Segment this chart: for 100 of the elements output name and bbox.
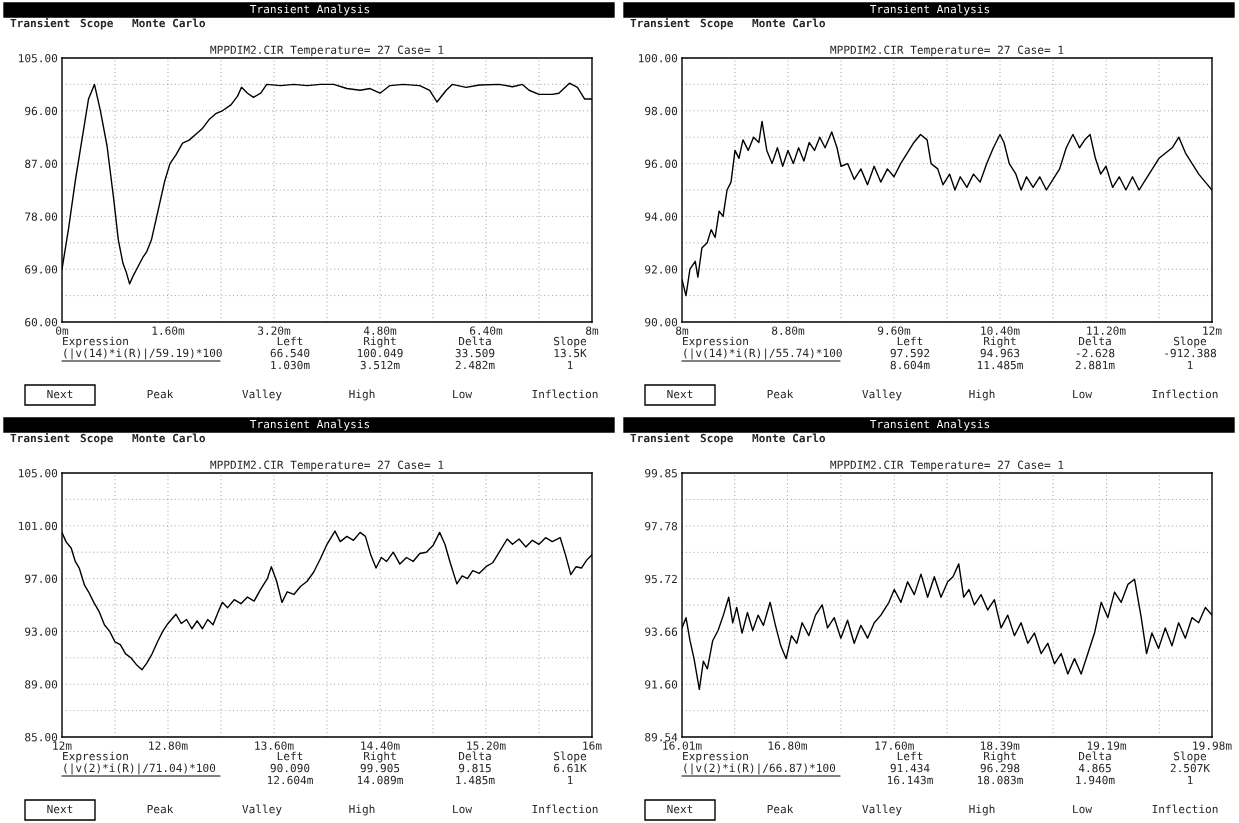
text: (|v(14)*i(R)|/55.74)*100 xyxy=(684,348,842,360)
text: Right xyxy=(364,751,396,763)
text: Transient Analysis xyxy=(870,419,990,431)
text: -2.628 xyxy=(1076,348,1115,358)
text: Left xyxy=(897,751,923,761)
y-tick-label: 85.00 xyxy=(25,733,58,742)
x-tick-label: 8m xyxy=(586,326,599,335)
y-tick-label: 97.78 xyxy=(645,522,678,531)
text: Inflection xyxy=(1152,804,1218,814)
text: Peak xyxy=(767,389,794,399)
text: 9.815 xyxy=(458,763,491,773)
chart-title: MPPDIM2.CIR Temperature= 27 Case= 1 xyxy=(830,460,1064,472)
text: Expression xyxy=(63,751,128,763)
y-tick-label: 94.00 xyxy=(645,212,678,221)
text: 1 xyxy=(1187,360,1193,370)
y-tick-label: 97.00 xyxy=(25,574,58,584)
y-tick-label: 92.00 xyxy=(645,265,678,274)
x-tick-label: 19.98m xyxy=(1193,741,1232,750)
y-tick-label: 93.66 xyxy=(645,627,678,636)
text: Transient Analysis xyxy=(250,419,370,431)
text: 33.509 xyxy=(455,348,495,358)
chart-title: MPPDIM2.CIR Temperature= 27 Case= 1 xyxy=(210,45,444,57)
text: 91.434 xyxy=(890,763,930,773)
y-tick-label: 100.00 xyxy=(639,54,678,63)
x-tick-label: 14.40m xyxy=(361,741,400,750)
text: 1.030m xyxy=(271,360,310,370)
text: Valley xyxy=(242,804,282,816)
y-tick-label: 95.72 xyxy=(645,574,677,584)
text: Next xyxy=(667,804,693,814)
text: Left xyxy=(277,336,303,346)
text: 2.507K xyxy=(1170,763,1211,773)
text: Peak xyxy=(147,389,174,399)
text: Expression xyxy=(63,336,128,348)
text: 4.865 xyxy=(1078,763,1111,773)
y-tick-label: 98.00 xyxy=(645,106,678,116)
text: Peak xyxy=(767,804,794,814)
x-tick-label: 16.80m xyxy=(768,741,807,750)
text: 97.592 xyxy=(890,348,930,358)
text: Transient xyxy=(630,433,690,443)
text: 18.083m xyxy=(977,775,1023,785)
text: Delta xyxy=(459,336,491,346)
text: 14.089m xyxy=(357,775,403,785)
x-tick-label: 11.20m xyxy=(1087,326,1126,335)
x-tick-label: 6.40m xyxy=(470,326,503,335)
text: Delta xyxy=(459,751,491,761)
text: Transient Analysis xyxy=(250,4,370,16)
text: Left xyxy=(277,751,303,761)
text: 90.090 xyxy=(270,763,310,773)
text: Valley xyxy=(242,389,282,401)
text: Low xyxy=(453,804,473,814)
x-tick-label: 15.20m xyxy=(467,741,506,750)
text: Scope xyxy=(700,18,733,30)
y-tick-label: 96.00 xyxy=(645,159,678,169)
x-tick-label: 19.19m xyxy=(1087,741,1127,750)
text: Low xyxy=(1073,389,1093,399)
text: Monte Carlo xyxy=(752,433,826,443)
text: 1 xyxy=(567,775,573,785)
text: Right xyxy=(984,336,1016,348)
x-tick-label: 16.01m xyxy=(663,741,702,750)
text: 1 xyxy=(567,360,573,370)
text: Scope xyxy=(80,433,113,445)
text: Next xyxy=(47,389,73,399)
y-tick-label: 91.60 xyxy=(645,680,678,689)
x-tick-label: 16m xyxy=(583,741,602,750)
text: Low xyxy=(1073,804,1093,814)
text: 8.604m xyxy=(890,360,930,370)
text: Valley xyxy=(862,389,902,401)
x-tick-label: 0m xyxy=(56,326,69,335)
text: Slope xyxy=(1174,336,1207,348)
text: (|v(2)*i(R)|/66.87)*100 xyxy=(684,763,836,775)
x-tick-label: 9.60m xyxy=(877,326,911,335)
x-tick-label: 17.60m xyxy=(875,741,914,750)
text: Monte Carlo xyxy=(132,18,206,28)
text: High xyxy=(349,389,375,401)
text: Delta xyxy=(1079,751,1111,761)
x-tick-label: 10.40m xyxy=(981,326,1020,335)
text: 2.881m xyxy=(1075,360,1115,370)
x-tick-label: 1.60m xyxy=(152,326,185,335)
text: 94.963 xyxy=(980,348,1020,358)
text: Expression xyxy=(683,751,748,763)
text: Transient xyxy=(630,18,690,28)
text: Low xyxy=(453,389,473,399)
text: Transient xyxy=(10,433,70,443)
text: 1.940m xyxy=(1076,775,1115,785)
text: Right xyxy=(984,751,1016,763)
y-tick-label: 96.00 xyxy=(25,106,58,116)
y-tick-label: 89.54 xyxy=(645,733,678,742)
text: Scope xyxy=(700,433,733,445)
x-tick-label: 12m xyxy=(53,741,72,750)
text: Scope xyxy=(80,18,113,30)
text: 96.298 xyxy=(980,763,1020,773)
text: (|v(14)*i(R)|/59.19)*100 xyxy=(64,348,222,360)
chart-title: MPPDIM2.CIR Temperature= 27 Case= 1 xyxy=(210,460,444,472)
y-tick-label: 105.00 xyxy=(19,54,58,63)
y-tick-label: 69.00 xyxy=(25,265,58,274)
text: 99.905 xyxy=(360,763,400,773)
text: 6.61K xyxy=(554,763,587,773)
text: Expression xyxy=(683,336,748,348)
y-tick-label: 60.00 xyxy=(25,318,58,327)
text: -912.388 xyxy=(1165,348,1217,358)
